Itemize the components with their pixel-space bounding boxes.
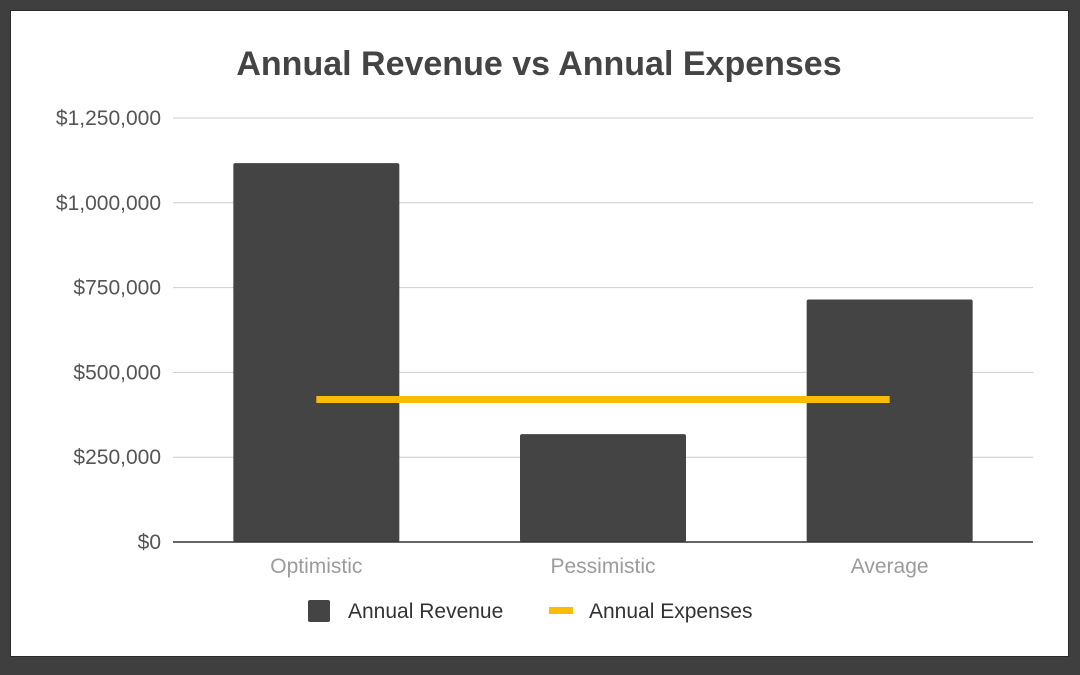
legend-expenses-swatch (549, 607, 573, 614)
revenue-bar (806, 299, 973, 542)
legend: Annual Revenue Annual Expenses (308, 600, 752, 623)
y-tick-label: $250,000 (73, 446, 161, 469)
revenue-bar (520, 434, 686, 542)
x-tick-label: Optimistic (270, 555, 362, 578)
revenue-bar (233, 163, 400, 543)
chart-svg: Annual Revenue vs Annual Expenses $0 $250… (56, 45, 1033, 623)
y-tick-label: $1,000,000 (56, 192, 161, 215)
y-tick-label: $500,000 (73, 361, 161, 384)
y-axis-ticks: $0 $250,000 $500,000 $750,000 $1,000,000 $1,2… (56, 107, 161, 554)
revenue-bars (233, 163, 973, 543)
x-axis-ticks: Optimistic Pessimistic Average (270, 555, 928, 578)
y-tick-label: $1,250,000 (56, 107, 161, 130)
chart-frame: Annual Revenue vs Annual Expenses $0 $250… (10, 10, 1069, 657)
x-tick-label: Pessimistic (550, 555, 655, 578)
chart-title: Annual Revenue vs Annual Expenses (236, 45, 841, 83)
y-tick-label: $0 (138, 531, 161, 554)
y-tick-label: $750,000 (73, 277, 161, 300)
legend-revenue-swatch (308, 600, 330, 622)
legend-revenue-label: Annual Revenue (348, 600, 503, 623)
legend-expenses-label: Annual Expenses (589, 600, 752, 623)
x-tick-label: Average (851, 555, 929, 578)
